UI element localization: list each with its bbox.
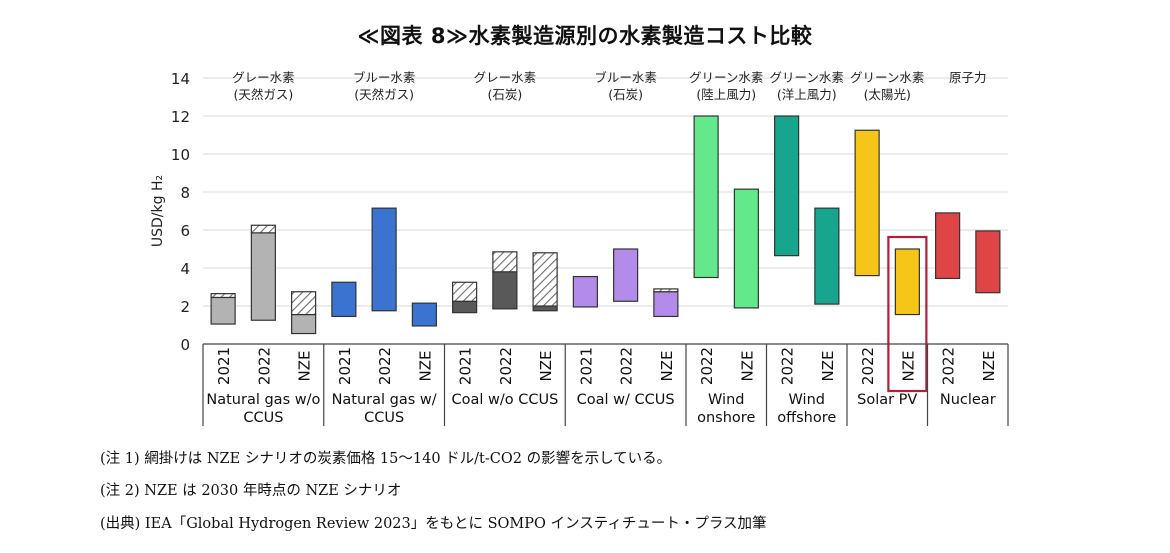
group-name-label: CCUS [364, 410, 404, 426]
bar-solid [452, 300, 478, 314]
cost-range-chart: 0 2 4 6 8 10 12 14 USD/kg H₂ グレー水素 (天然ガス) ブルー水素 (天然… [150, 70, 1009, 426]
x-tick-label: NZE [819, 351, 837, 382]
bar-solid [371, 207, 397, 312]
group-top-label: (石炭) [487, 87, 522, 102]
note-2: (注 2) NZE は 2030 年時点の NZE シナリオ [100, 483, 402, 499]
x-tick-label: 2022 [698, 347, 716, 385]
group-top-label: (太陽光) [864, 87, 911, 102]
group-top-labels: グレー水素 (天然ガス) ブルー水素 (天然ガス) グレー水素 (石炭) ブルー水素 (石炭)… [232, 70, 986, 102]
group-top-label: グリーン水素 [770, 70, 844, 85]
x-tick-label: 2021 [215, 347, 233, 385]
x-tick-label: NZE [899, 351, 917, 382]
y-tick-label: 12 [171, 108, 190, 126]
bar-solid [693, 115, 719, 279]
x-tick-label: 2022 [255, 347, 273, 385]
y-tick-label: 0 [180, 336, 190, 354]
bar-solid [814, 207, 840, 305]
group-name-label: Solar PV [857, 392, 917, 408]
bar-solid [975, 230, 1001, 294]
group-name-label: Natural gas w/ [332, 392, 437, 408]
note-1: (注 1) 網掛けは NZE シナリオの炭素価格 15～140 ドル/t-CO2… [100, 451, 672, 467]
bar-solid [492, 271, 518, 310]
bar-solid [291, 313, 317, 335]
bar-solid [411, 302, 437, 327]
group-name-label: Natural gas w/o [206, 392, 320, 408]
group-name-label: Coal w/o CCUS [451, 392, 558, 408]
y-tick-label: 2 [180, 298, 190, 316]
group-top-label: (石炭) [608, 87, 643, 102]
x-tick-label: 2022 [859, 347, 877, 385]
x-tick-label: 2022 [618, 347, 636, 385]
highlight-box [887, 235, 928, 393]
source-note: (出典) IEA「Global Hydrogen Review 2023」をもと… [100, 516, 767, 532]
y-axis: 0 2 4 6 8 10 12 14 USD/kg H₂ [150, 70, 190, 354]
x-tick-label: 2022 [376, 347, 394, 385]
bar-hatched [291, 291, 317, 316]
bar-solid [250, 232, 276, 321]
bar-solid [854, 129, 880, 277]
bar-hatched [653, 288, 679, 293]
chart-title: ≪図表 8≫水素製造源別の水素製造コスト比較 [357, 24, 813, 48]
bar-hatched [452, 281, 478, 302]
x-tick-label: NZE [416, 351, 434, 382]
bar-solid [935, 212, 961, 280]
group-top-label: (天然ガス) [354, 87, 414, 102]
bar-hatched [532, 252, 558, 307]
x-tick-label: 2022 [779, 347, 797, 385]
x-tick-label: 2022 [497, 347, 515, 385]
group-top-label: グレー水素 [474, 70, 537, 85]
group-name-label: Coal w/ CCUS [577, 392, 675, 408]
x-tick-label: 2021 [457, 347, 475, 385]
y-tick-label: 8 [180, 184, 190, 202]
bar-hatched [492, 251, 518, 273]
bar-solid [653, 291, 679, 318]
x-tick-label: 2021 [336, 347, 354, 385]
group-name-label: Wind [789, 392, 825, 408]
group-name-label: Nuclear [940, 392, 996, 408]
x-tick-label: NZE [296, 351, 314, 382]
x-tick-label: 2021 [577, 347, 595, 385]
bar-hatched [210, 293, 236, 299]
bar-hatched [250, 224, 276, 234]
group-top-label: ブルー水素 [353, 70, 416, 85]
group-name-label: CCUS [243, 410, 283, 426]
group-top-label: ブルー水素 [594, 70, 657, 85]
x-tick-label: 2022 [940, 347, 958, 385]
x-tick-label: NZE [738, 351, 756, 382]
x-tick-label: NZE [658, 351, 676, 382]
group-top-label: (洋上風力) [777, 87, 837, 102]
bar-solid [613, 248, 639, 302]
group-name-label: onshore [697, 410, 755, 426]
bar-solid [733, 188, 759, 309]
y-tick-label: 14 [171, 70, 190, 88]
x-axis-table: 2021 2022 NZE Natural gas w/o CCUS 2021 2022 NZ… [202, 343, 1009, 426]
group-top-label: グリーン水素 [689, 70, 763, 85]
y-tick-label: 6 [180, 222, 190, 240]
group-top-label: 原子力 [949, 70, 987, 85]
group-top-label: グリーン水素 [850, 70, 924, 85]
bar-solid [572, 275, 598, 308]
group-top-label: (陸上風力) [696, 87, 756, 102]
x-tick-label: NZE [980, 351, 998, 382]
y-axis-label: USD/kg H₂ [150, 175, 166, 247]
bar-solid [774, 115, 800, 257]
bar-solid [532, 305, 558, 312]
gridlines [203, 77, 1008, 307]
group-name-label: Wind [708, 392, 744, 408]
x-tick-label: NZE [537, 351, 555, 382]
y-tick-label: 10 [171, 146, 190, 164]
bar-solid [331, 281, 357, 318]
group-top-label: グレー水素 [232, 70, 295, 85]
bars-layer [210, 115, 1001, 393]
y-tick-label: 4 [180, 260, 190, 278]
bar-solid [210, 296, 236, 325]
group-name-label: offshore [777, 410, 836, 426]
bar-solid [894, 248, 920, 316]
group-top-label: (天然ガス) [233, 87, 293, 102]
